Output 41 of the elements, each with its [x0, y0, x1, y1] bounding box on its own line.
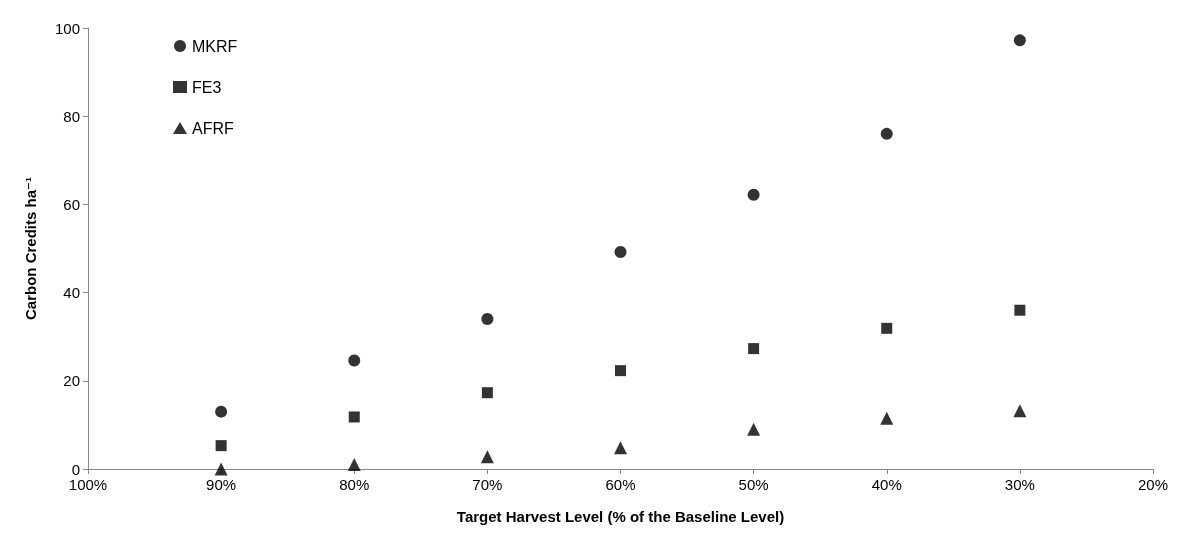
point: [481, 387, 493, 399]
x-tick-label: 70%: [472, 476, 503, 493]
point: [215, 405, 228, 418]
legend-label: AFRF: [192, 119, 234, 137]
point: [1014, 304, 1026, 316]
y-tick-label: 40: [63, 284, 80, 302]
y-tick-label: 20: [63, 372, 80, 390]
point: [214, 462, 228, 476]
x-axis-title: Target Harvest Level (% of the Baseline Level): [456, 508, 785, 525]
point: [748, 343, 760, 355]
y-tick-label: 80: [63, 107, 80, 125]
legend-label: MKRF: [192, 37, 238, 55]
legend-label: FE3: [192, 78, 222, 96]
point: [614, 441, 627, 455]
point: [747, 422, 761, 436]
point: [480, 450, 494, 464]
point: [881, 322, 893, 334]
y-tick-label: 100: [54, 19, 80, 37]
x-tick-label: 20%: [1137, 476, 1169, 493]
point: [615, 365, 626, 377]
point: [880, 411, 894, 425]
point: [1013, 34, 1026, 47]
x-tick-label: 100%: [68, 476, 108, 493]
x-tick-label: 60%: [605, 476, 636, 493]
point: [348, 411, 360, 423]
point: [348, 354, 361, 367]
x-tick-label: 80%: [339, 476, 370, 493]
x-tick-label: 90%: [206, 476, 237, 493]
point: [880, 127, 893, 140]
x-tick-label: 40%: [871, 476, 902, 493]
point: [747, 188, 760, 201]
point: [481, 313, 494, 326]
x-tick-label: 30%: [1004, 476, 1035, 493]
x-tick-label: 50%: [738, 476, 769, 493]
y-tick-label: 0: [71, 460, 80, 478]
point: [1013, 404, 1027, 418]
point: [215, 440, 227, 452]
y-tick-label: 60: [63, 195, 80, 213]
point: [614, 246, 627, 259]
y-axis-title: Carbon Credits ha⁻¹: [22, 177, 39, 320]
point: [347, 458, 361, 472]
